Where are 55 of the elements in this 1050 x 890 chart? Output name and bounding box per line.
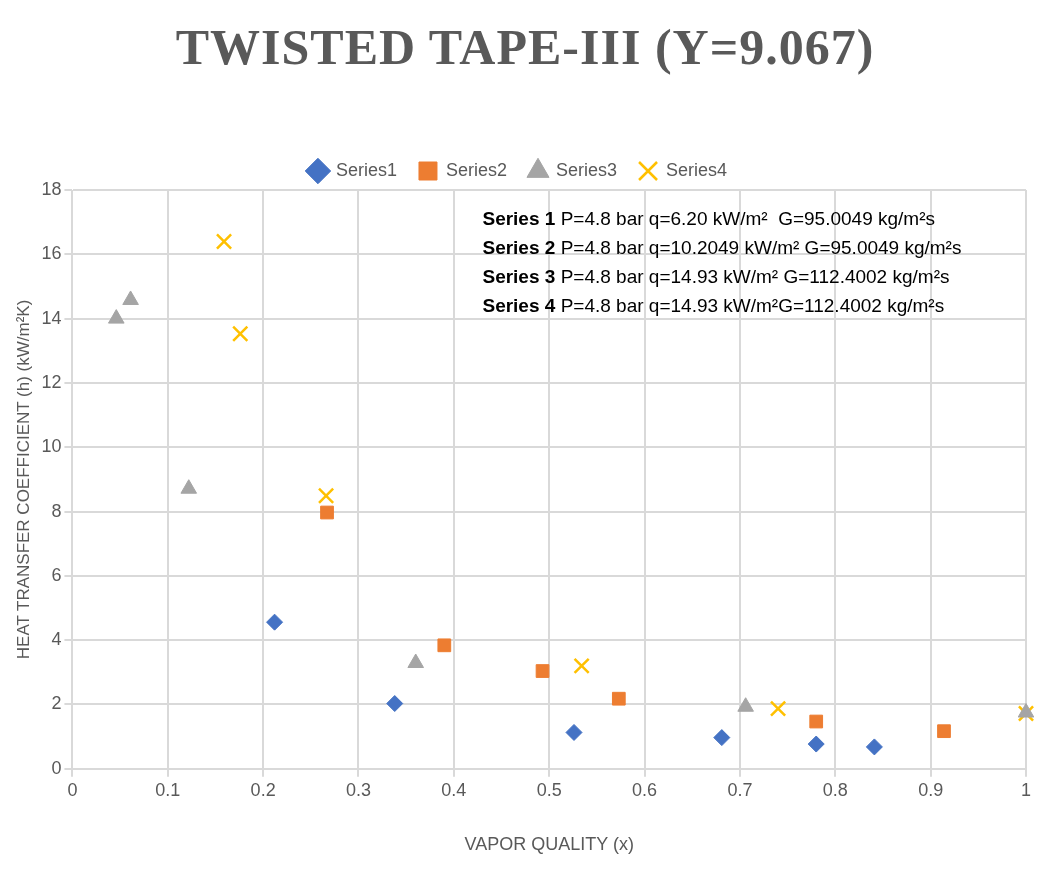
- point: [535, 664, 550, 678]
- y-tick-label: 16: [41, 243, 62, 264]
- legend-label: Series1: [335, 159, 397, 180]
- x-tick-label: 0.5: [536, 779, 562, 800]
- point: [611, 691, 626, 706]
- chart-title: TWISTED TAPE-III (Y=9.067): [174, 18, 876, 76]
- point: [231, 325, 249, 343]
- legend-label: Series4: [666, 159, 728, 180]
- point: [1017, 703, 1035, 718]
- x-axis-title: VAPOR QUALITY (x): [464, 834, 634, 855]
- y-tick-label: 14: [41, 307, 62, 328]
- point: [713, 729, 731, 747]
- x-tick-label: 0.9: [918, 779, 944, 800]
- x-tick-label: 0: [67, 779, 78, 800]
- point: [865, 738, 883, 756]
- point: [215, 233, 233, 250]
- point: [122, 290, 139, 305]
- y-axis-title: HEAT TRANSFER COEFFICIENT (h) (kW/m²K): [13, 299, 33, 660]
- point: [807, 735, 825, 753]
- y-tick-label: 8: [51, 500, 62, 521]
- point: [266, 613, 284, 631]
- x-tick-label: 0.2: [250, 779, 276, 800]
- point: [937, 724, 951, 739]
- point: [809, 714, 824, 729]
- x-tick-label: 0.8: [822, 779, 848, 800]
- point: [565, 723, 583, 741]
- point: [1017, 705, 1035, 722]
- y-tick-label: 12: [41, 371, 62, 392]
- point: [317, 487, 335, 505]
- point: [320, 505, 334, 520]
- point: [769, 700, 787, 717]
- point: [386, 695, 404, 713]
- y-tick-label: 2: [51, 693, 62, 714]
- y-tick-label: 0: [51, 757, 62, 778]
- annotation: Series 4 P=4.8 bar q=14.93 kW/m²G=112.4002 kg/m²s: [482, 295, 945, 317]
- x-tick-label: 0.3: [345, 779, 372, 800]
- point: [573, 657, 590, 675]
- x-tick-label: 0.6: [632, 779, 658, 800]
- x-tick-label: 0.7: [727, 779, 753, 800]
- y-tick-label: 10: [41, 436, 62, 457]
- point: [437, 638, 452, 653]
- y-tick-label: 4: [51, 629, 62, 650]
- x-tick-label: 0.4: [441, 779, 467, 800]
- x-tick-label: 1: [1020, 779, 1032, 800]
- x-tick-label: 0.1: [155, 779, 181, 800]
- legend-label: Series2: [445, 159, 507, 180]
- point: [107, 309, 125, 324]
- y-tick-label: 18: [41, 178, 62, 199]
- annotation: Series 3 P=4.8 bar q=14.93 kW/m² G=112.4002 kg/m²s: [482, 266, 950, 288]
- annotation: Series 1 P=4.8 bar q=6.20 kW/m² G=95.0049 kg/m²s: [482, 208, 936, 230]
- legend-label: Series3: [556, 159, 618, 180]
- y-tick-label: 6: [51, 564, 62, 585]
- annotation: Series 2 P=4.8 bar q=10.2049 kW/m² G=95.0049 kg/m²s: [482, 237, 962, 259]
- point: [180, 479, 198, 494]
- point: [407, 653, 424, 669]
